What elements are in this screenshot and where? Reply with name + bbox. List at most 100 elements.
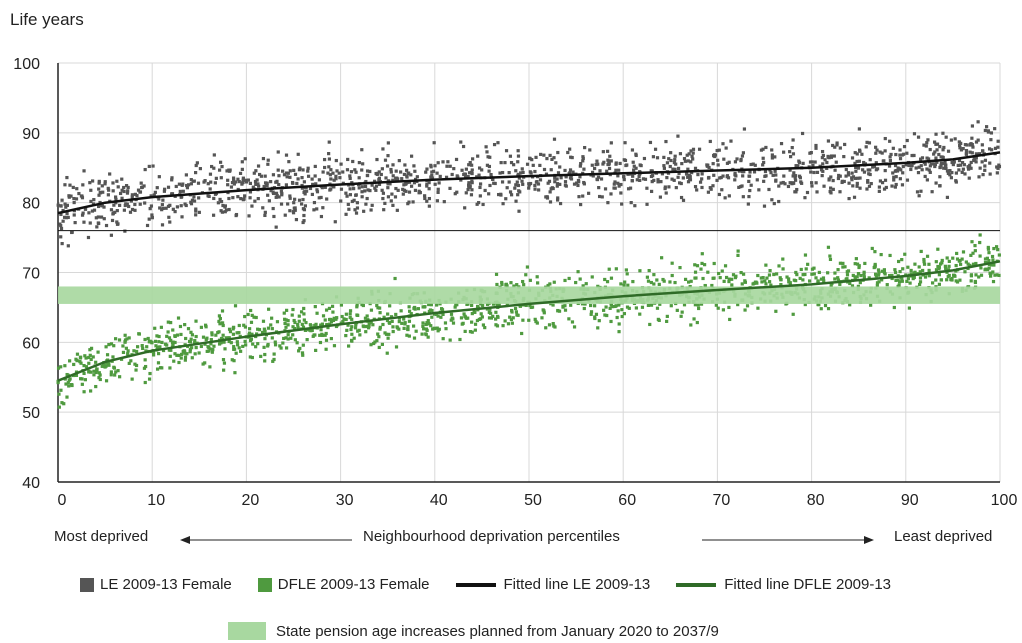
scatter-point — [194, 319, 198, 323]
scatter-point — [528, 156, 532, 160]
scatter-point — [790, 146, 794, 150]
scatter-point — [157, 197, 161, 201]
scatter-point — [934, 156, 938, 160]
scatter-point — [793, 178, 798, 182]
scatter-point — [189, 182, 193, 186]
scatter-point — [951, 162, 955, 167]
scatter-point — [891, 171, 895, 175]
scatter-point — [295, 181, 299, 186]
scatter-point — [528, 181, 533, 186]
scatter-point — [123, 333, 127, 337]
scatter-point — [274, 195, 278, 199]
scatter-point — [132, 349, 136, 353]
scatter-point — [649, 174, 654, 179]
scatter-point — [291, 325, 295, 329]
scatter-point — [152, 353, 156, 357]
scatter-point — [925, 141, 929, 145]
scatter-point — [867, 184, 872, 188]
scatter-point — [170, 192, 174, 196]
scatter-point — [951, 256, 955, 260]
scatter-point — [727, 160, 731, 164]
scatter-point — [939, 163, 943, 167]
scatter-point — [62, 402, 66, 406]
scatter-point — [990, 254, 995, 259]
scatter-point — [971, 145, 975, 149]
scatter-point — [380, 188, 384, 192]
scatter-point — [918, 280, 923, 284]
scatter-point — [92, 198, 96, 202]
scatter-point — [480, 315, 484, 319]
scatter-point — [235, 331, 239, 335]
scatter-point — [917, 265, 921, 269]
scatter-point — [854, 257, 858, 261]
scatter-point — [922, 143, 926, 147]
scatter-point — [665, 161, 670, 165]
scatter-point — [167, 215, 171, 219]
scatter-point — [855, 152, 859, 156]
scatter-point — [700, 185, 704, 190]
scatter-point — [297, 349, 301, 353]
scatter-point — [194, 163, 198, 168]
scatter-point — [916, 171, 921, 175]
scatter-point — [315, 188, 319, 192]
scatter-point — [107, 363, 111, 367]
scatter-point — [820, 174, 824, 178]
scatter-point — [444, 327, 448, 331]
scatter-point — [983, 257, 988, 261]
scatter-point — [206, 345, 210, 349]
scatter-point — [59, 224, 63, 228]
scatter-point — [454, 303, 458, 307]
scatter-point — [427, 302, 431, 307]
scatter-point — [155, 367, 160, 371]
scatter-point — [328, 173, 332, 177]
scatter-point — [792, 171, 796, 175]
scatter-point — [286, 202, 290, 206]
scatter-point — [328, 322, 332, 326]
scatter-point — [319, 328, 323, 332]
scatter-point — [280, 193, 284, 197]
scatter-point — [293, 320, 297, 325]
scatter-point — [96, 215, 100, 219]
scatter-point — [284, 346, 289, 350]
scatter-point — [549, 187, 553, 191]
scatter-point — [248, 181, 253, 185]
scatter-point — [226, 178, 230, 182]
y-tick-label-40: 40 — [22, 475, 40, 492]
scatter-point — [57, 405, 61, 409]
scatter-point — [262, 184, 266, 189]
scatter-point — [300, 183, 304, 188]
scatter-point — [740, 154, 745, 158]
scatter-point — [205, 349, 209, 353]
scatter-point — [591, 174, 595, 178]
scatter-point — [293, 172, 298, 176]
scatter-point — [742, 170, 746, 174]
scatter-point — [862, 170, 867, 174]
scatter-point — [877, 280, 881, 284]
scatter-point — [596, 162, 600, 166]
scatter-point — [691, 151, 695, 155]
scatter-point — [157, 175, 161, 179]
scatter-point — [371, 323, 375, 327]
scatter-point — [256, 164, 261, 168]
scatter-point — [210, 164, 214, 169]
scatter-point — [955, 251, 959, 256]
scatter-point — [821, 276, 826, 280]
scatter-point — [73, 221, 77, 225]
scatter-point — [405, 168, 409, 172]
scatter-point — [912, 271, 916, 275]
scatter-point — [214, 333, 218, 337]
scatter-point — [123, 340, 127, 344]
arrow-left-head — [180, 536, 190, 544]
scatter-point — [507, 171, 511, 175]
scatter-point — [189, 330, 193, 334]
scatter-point — [103, 182, 107, 186]
scatter-point — [557, 309, 562, 313]
scatter-point — [735, 157, 739, 161]
scatter-point — [350, 325, 354, 329]
scatter-point — [133, 208, 137, 212]
scatter-point — [813, 160, 817, 164]
scatter-point — [91, 179, 95, 183]
scatter-point — [833, 168, 837, 172]
scatter-point — [781, 267, 785, 271]
scatter-point — [75, 352, 80, 356]
